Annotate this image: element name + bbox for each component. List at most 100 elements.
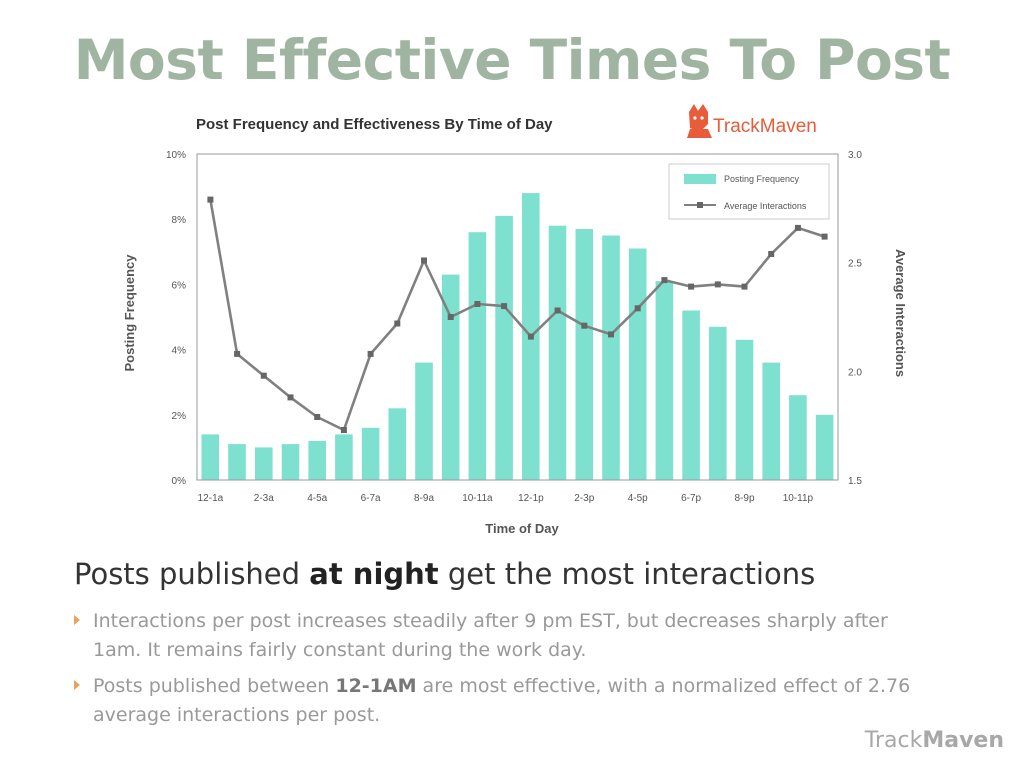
corgi-logo-icon: [687, 104, 712, 138]
legend-bar-swatch: [684, 174, 716, 184]
line-point-5-6p: [661, 277, 668, 284]
chart: Post Frequency and Effectiveness By Time…: [122, 104, 908, 536]
line-point-11p-12a: [821, 233, 828, 240]
bullet-arrow-icon: [74, 680, 80, 690]
y2-tick-label-2: 2.5: [848, 259, 862, 270]
line-point-11a-12p: [501, 303, 508, 310]
footer-brand-light: Track: [864, 728, 923, 753]
y-tick-label-0: 0%: [172, 476, 187, 487]
legend-label-posting-frequency: Posting Frequency: [724, 174, 800, 184]
x-tick-label-2-3p: 2-3p: [574, 493, 594, 504]
bullet-text-1: Interactions per post increases steadily…: [93, 610, 888, 661]
x-tick-label-4-5a: 4-5a: [307, 493, 327, 504]
chart-brand: TrackMaven: [713, 116, 817, 137]
line-point-7-8a: [394, 320, 401, 327]
line-point-9-10p: [768, 251, 775, 257]
y2-tick-label-1: 2.0: [848, 367, 862, 378]
footer-brand: TrackMaven: [865, 728, 1004, 753]
y-tick-label-1: 2%: [172, 411, 187, 422]
footer-brand-bold: Maven: [922, 728, 1004, 753]
line-point-12-1a: [207, 196, 214, 203]
line-point-2-3p: [581, 322, 588, 329]
line-point-4-5a: [314, 414, 321, 420]
line-point-10-11p: [794, 224, 801, 231]
line-point-5-6a: [340, 427, 347, 433]
headline-prefix: Posts published: [74, 557, 310, 591]
line-average-interactions: [209, 199, 826, 432]
bar-6-7p: [682, 310, 700, 480]
bar-11p-12a: [815, 414, 834, 480]
bullet-item-2: Posts published between 12-1AM are most …: [74, 672, 924, 730]
bar-8-9p: [735, 339, 754, 480]
line-point-10-11a: [474, 301, 481, 307]
legend: Posting Frequency Average Interactions: [668, 163, 830, 220]
y2-tick-label-0: 1.5: [848, 476, 862, 487]
legend-box: [668, 163, 830, 220]
x-tick-label-2-3a: 2-3a: [254, 493, 274, 504]
line-point-8-9p: [741, 283, 748, 290]
x-tick-label-6-7a: 6-7a: [361, 493, 381, 504]
x-tick-label-10-11a: 10-11a: [462, 493, 493, 504]
bullet-2-prefix: Posts published between: [93, 675, 336, 697]
bullet-2-suffix: are most effective, with a normalized ef…: [93, 675, 911, 726]
bar-4-5a: [308, 440, 326, 480]
line-point-9-10a: [447, 314, 454, 320]
y-tick-label-2: 4%: [172, 346, 187, 357]
line-point-6-7p: [688, 283, 695, 290]
line-point-1-2a: [234, 350, 241, 357]
bar-5-6p: [655, 281, 674, 480]
bar-4-5p: [628, 248, 647, 480]
bullet-2-emphasis: 12-1AM: [335, 675, 417, 697]
line-point-7-8p: [714, 281, 721, 288]
x-tick-label-10-11p: 10-11p: [783, 493, 814, 504]
line-point-8-9a: [421, 257, 427, 264]
y-tick-label-5: 10%: [166, 150, 186, 161]
bar-3-4a: [281, 444, 300, 480]
x-tick-label-12-1p: 12-1p: [518, 493, 544, 504]
bar-3-4p: [602, 235, 620, 480]
legend-line-marker: [697, 202, 703, 208]
slide-title: Most Effective Times To Post: [73, 28, 951, 92]
y-axis-label: Posting Frequency: [122, 254, 137, 372]
x-axis-label: Time of Day: [485, 521, 559, 536]
x-tick-label-6-7p: 6-7p: [681, 493, 701, 504]
x-tick-label-8-9p: 8-9p: [734, 493, 754, 504]
x-tick-label-4-5p: 4-5p: [628, 493, 648, 504]
y2-tick-label-3: 3.0: [848, 150, 862, 161]
line-point-2-3a: [260, 372, 267, 379]
bar-6-7a: [361, 427, 380, 480]
headline-suffix: get the most interactions: [438, 557, 816, 591]
bar-7-8p: [709, 326, 727, 480]
line-point-12-1p: [527, 333, 534, 340]
bar-12-1a: [201, 434, 220, 480]
trackmaven-logo: TrackMaven: [687, 104, 817, 138]
legend-label-average-interactions: Average Interactions: [724, 201, 807, 211]
bar-1-2a: [228, 444, 246, 480]
x-tick-label-8-9a: 8-9a: [414, 493, 434, 504]
plot-area: 0% 2% 4% 6% 8% 10% 1.5 2.0 2.5 3.0 12-1a 2-3a 4-5a 6-…: [166, 150, 862, 504]
bar-9-10a: [441, 274, 460, 480]
bar-2-3p: [575, 229, 594, 480]
bar-7-8a: [388, 408, 407, 480]
bar-10-11a: [468, 232, 487, 480]
line-point-1-2p: [554, 307, 561, 314]
bullet-arrow-icon: [74, 615, 80, 625]
bar-10-11p: [789, 395, 807, 480]
bar-8-9a: [415, 362, 433, 480]
bar-9-10p: [762, 362, 780, 480]
y2-axis-label: Average Interactions: [893, 249, 908, 377]
line-point-4-5p: [634, 305, 641, 312]
line-point-6-7a: [367, 350, 374, 357]
line-point-3-4a: [287, 394, 294, 401]
y-tick-label-3: 6%: [172, 280, 187, 291]
bar-5-6a: [335, 434, 353, 480]
chart-title: Post Frequency and Effectiveness By Time…: [196, 116, 553, 133]
headline-emphasis: at night: [309, 557, 439, 591]
bullet-text-2: Posts published between 12-1AM are most …: [74, 672, 924, 730]
line-point-3-4p: [608, 331, 614, 338]
plot-frame: [196, 153, 839, 481]
y-tick-label-4: 8%: [172, 215, 187, 226]
bar-1-2p: [548, 225, 567, 480]
bullet-item-1: Interactions per post increases steadily…: [74, 607, 924, 665]
headline: Posts published at night get the most in…: [74, 557, 815, 591]
